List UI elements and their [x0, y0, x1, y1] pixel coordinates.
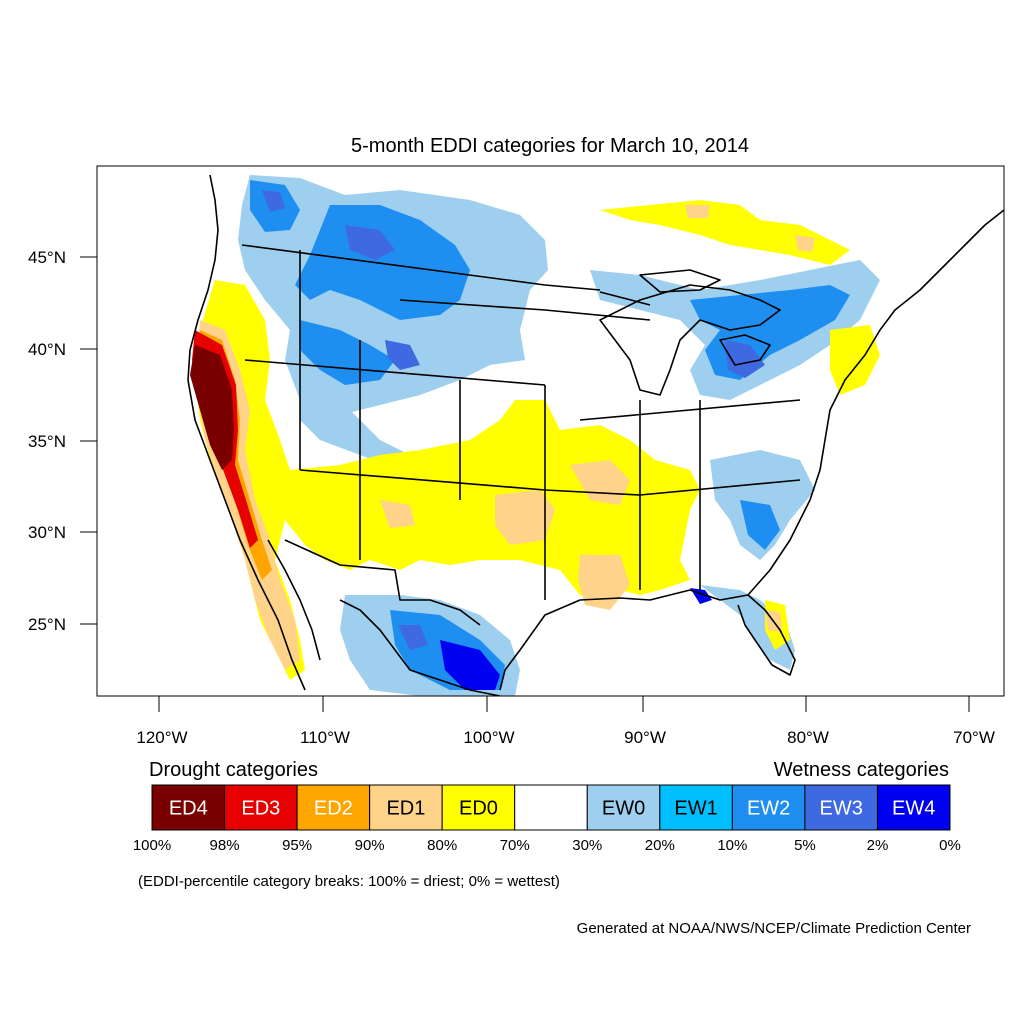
- legend-swatch-label: EW2: [747, 798, 790, 820]
- lat-label: 35°N: [28, 432, 66, 451]
- legend-swatch-label: ED4: [169, 798, 208, 820]
- map-title: 5-month EDDI categories for March 10, 20…: [351, 135, 749, 157]
- category-breaks-note: (EDDI-percentile category breaks: 100% =…: [138, 873, 560, 890]
- legend-swatch: [514, 784, 588, 831]
- lat-axis: 45°N 40°N 35°N 30°N 25°N: [28, 248, 97, 634]
- legend-swatch-label: ED2: [314, 798, 353, 820]
- lat-label: 40°N: [28, 340, 66, 359]
- legend-swatch: [731, 784, 806, 831]
- lat-label: 30°N: [28, 523, 66, 542]
- legend-break-label: 0%: [939, 837, 961, 854]
- legend-swatch: [659, 784, 733, 831]
- lon-label: 80°W: [787, 728, 829, 747]
- legend-swatch-label: ED1: [386, 798, 425, 820]
- drought-categories-heading: Drought categories: [149, 759, 318, 781]
- legend-break-label: 70%: [500, 837, 530, 854]
- lon-label: 90°W: [624, 728, 666, 747]
- legend-swatch-label: ED3: [241, 798, 280, 820]
- legend-swatch-label: EW4: [892, 798, 935, 820]
- legend-break-label: 95%: [282, 837, 312, 854]
- lon-label: 110°W: [300, 728, 350, 747]
- legend-swatch: [151, 784, 226, 831]
- lon-label: 120°W: [136, 728, 187, 747]
- wetness-field: [238, 175, 880, 696]
- legend-break-labels: 100% 98% 95% 90% 80% 70% 30% 20% 10% 5% 2% 0%: [133, 837, 961, 854]
- credit-text: Generated at NOAA/NWS/NCEP/Climate Predi…: [577, 920, 971, 937]
- legend-swatch-label: EW0: [602, 798, 645, 820]
- legend-swatch-label: EW3: [820, 798, 863, 820]
- lat-label: 25°N: [28, 615, 66, 634]
- drought-field: [190, 200, 880, 680]
- legend-break-label: 10%: [717, 837, 747, 854]
- legend-swatch: [369, 784, 443, 831]
- legend-break-label: 90%: [355, 837, 385, 854]
- legend-color-bar: ED4 ED3 ED2 ED1 ED0 EW0 EW1 EW2 EW3 EW4: [151, 784, 951, 831]
- legend-break-label: 30%: [572, 837, 602, 854]
- lon-label: 100°W: [463, 728, 514, 747]
- wetness-categories-heading: Wetness categories: [774, 759, 949, 781]
- boundary-lines: [187, 174, 1004, 696]
- lon-label: 70°W: [953, 728, 995, 747]
- legend-break-label: 100%: [133, 837, 171, 854]
- legend-swatch: [296, 784, 371, 831]
- legend-swatch: [441, 784, 516, 831]
- lon-axis: 120°W 110°W 100°W 90°W 80°W 70°W: [136, 696, 995, 747]
- legend-swatch-label: EW1: [674, 798, 717, 820]
- legend-break-label: 80%: [427, 837, 457, 854]
- legend-break-label: 2%: [867, 837, 889, 854]
- legend-swatch: [224, 784, 298, 831]
- legend-break-label: 20%: [645, 837, 675, 854]
- legend-break-label: 98%: [210, 837, 240, 854]
- legend-break-label: 5%: [794, 837, 816, 854]
- legend-swatch-label: ED0: [459, 798, 498, 820]
- legend-swatch: [876, 784, 951, 831]
- lat-label: 45°N: [28, 248, 66, 267]
- legend: Drought categories Wetness categories ED…: [133, 759, 961, 890]
- map-panel: [97, 166, 1004, 696]
- map-frame: [96, 165, 1005, 697]
